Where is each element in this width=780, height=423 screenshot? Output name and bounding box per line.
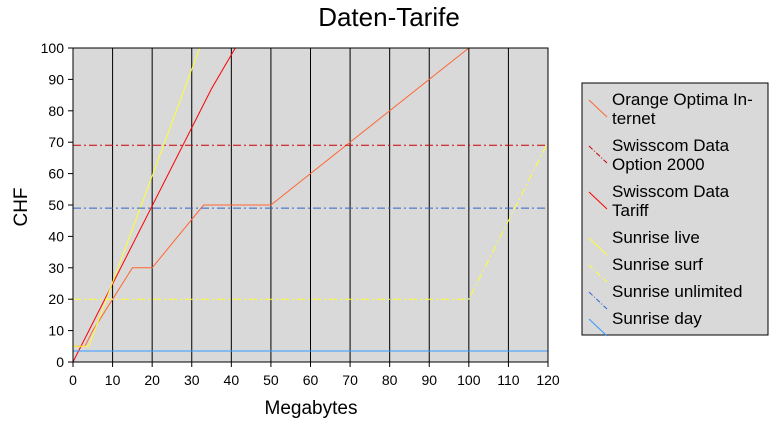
series-line-3: [73, 48, 236, 362]
x-tick-label: 110: [497, 372, 520, 388]
y-tick-label: 20: [48, 291, 64, 307]
y-tick-label: 100: [41, 40, 65, 56]
y-tick-label: 0: [56, 354, 64, 370]
x-tick-label: 40: [224, 372, 240, 388]
y-tick-label: 40: [48, 228, 64, 244]
x-tick-label: 10: [105, 372, 121, 388]
y-tick-label: 10: [48, 323, 64, 339]
x-tick-label: 70: [342, 372, 358, 388]
x-axis-title: Megabytes: [265, 398, 358, 419]
x-tick-label: 20: [144, 372, 160, 388]
y-tick-label: 80: [48, 103, 64, 119]
x-tick-label: 50: [263, 372, 279, 388]
legend-swatch: [588, 145, 608, 164]
legend-box: [581, 82, 769, 336]
x-tick-label: 30: [184, 372, 200, 388]
y-tick-label: 30: [48, 260, 64, 276]
y-tick-label: 50: [48, 197, 64, 213]
y-tick-label: 90: [48, 71, 64, 87]
y-axis-title: CHF: [11, 187, 32, 226]
legend-swatch: [588, 291, 608, 310]
legend-label: Sunrise surf: [612, 255, 703, 274]
legend-label: Swisscom Data: [612, 182, 730, 201]
legend-swatch: [588, 318, 608, 337]
legend-label: Orange Optima In-: [612, 90, 753, 109]
legend-label: Sunrise day: [612, 309, 702, 328]
x-tick-label: 90: [421, 372, 437, 388]
x-tick-label: 0: [69, 372, 77, 388]
y-tick-label: 60: [48, 166, 64, 182]
legend-swatch: [588, 237, 608, 256]
y-tick-label: 70: [48, 134, 64, 150]
legend-swatch: [588, 264, 608, 283]
axes: 0 10 20 30 40 50 60 70 80 90 100 110 120 0 10 20 30 40 50 6…: [41, 40, 560, 388]
legend-label: ternet: [612, 109, 656, 128]
legend-label: Sunrise unlimited: [612, 282, 742, 301]
series-line-4: [73, 48, 201, 347]
x-tick-label: 100: [457, 372, 481, 388]
legend-label: Tariff: [612, 201, 649, 220]
chart-title: Daten-Tarife: [318, 2, 460, 32]
x-tick-label: 80: [382, 372, 398, 388]
legend-swatch: [588, 99, 608, 118]
x-tick-label: 120: [536, 372, 560, 388]
legend-label: Sunrise live: [612, 228, 700, 247]
legend-swatch: [588, 191, 608, 210]
series-line-1: [73, 48, 470, 347]
legend-label: Option 2000: [612, 155, 705, 174]
x-tick-label: 60: [303, 372, 319, 388]
series-line-5: [73, 141, 548, 300]
plot-area: [73, 48, 548, 362]
legend-label: Swisscom Data: [612, 136, 730, 155]
